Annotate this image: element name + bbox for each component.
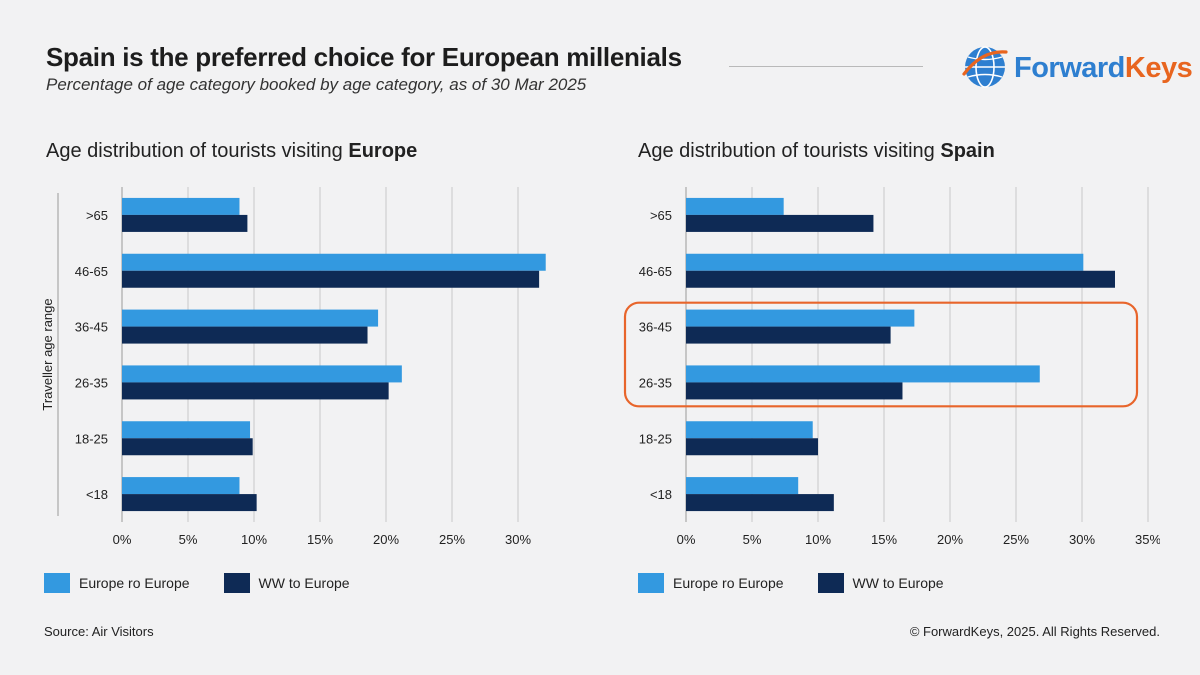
bar-europe-to-europe->65 [686,197,784,215]
x-tick-label: 5% [743,532,762,547]
bar-europe-to-europe-46-65 [686,253,1084,271]
x-tick-label: 15% [307,532,333,547]
bar-europe-to-europe-46-65 [122,253,546,271]
chart-canvas: 0% 5% 10% 15% 20% 25% 30% 35% >65 46-65 36-45 26-35… [623,187,1160,547]
spain-chart: Age distribution of tourists visiting Sp… [600,130,1160,610]
report-subtitle: Percentage of age category booked by age… [46,75,587,94]
x-tick-label: 15% [871,532,897,547]
x-tick-label: 20% [937,532,963,547]
bar-ww-to-europe->65 [686,214,874,232]
y-category-label: 18-25 [639,431,672,446]
bar-europe-to-europe-<18 [122,477,240,495]
y-axis-title: Traveller age range [40,298,55,410]
x-tick-label: 30% [1069,532,1095,547]
y-category-label: 18-25 [75,431,108,446]
bar-ww-to-europe-26-35 [686,382,903,400]
legend-swatch [817,573,844,593]
report-title: Spain is the preferred choice for Europe… [46,42,682,72]
bar-europe-to-europe-18-25 [686,421,813,439]
highlight-box [623,301,1139,408]
chart-title-prefix: Age distribution of tourists visiting [638,140,941,162]
bar-europe-to-europe->65 [122,197,240,215]
y-category-label: 26-35 [75,375,108,390]
y-category-label: 46-65 [639,264,672,279]
bar-ww-to-europe-18-25 [122,438,253,456]
y-category-label: <18 [86,487,108,502]
bar-ww-to-europe-46-65 [686,270,1115,288]
bar-europe-to-europe-26-35 [686,365,1040,383]
x-tick-label: 10% [241,532,267,547]
bar-ww-to-europe-36-45 [122,326,368,344]
legend-label: Europe ro Europe [79,575,190,591]
legend-item-ww-to-europe: WW to Europe [817,573,944,593]
legend-swatch [223,573,250,593]
x-tick-label: 5% [179,532,198,547]
logo-text-primary: Forward [1014,52,1125,84]
y-category-label: 36-45 [639,320,672,335]
source-note: Source: Air Visitors [44,624,154,639]
y-category-label: 46-65 [75,264,108,279]
chart-title-bold: Spain [940,140,995,162]
bar-ww-to-europe-26-35 [122,382,389,400]
x-tick-label: 0% [113,532,132,547]
y-category-label: >65 [650,208,672,223]
x-tick-label: 0% [677,532,696,547]
x-tick-label: 10% [805,532,831,547]
logo-wordmark: ForwardKeys [1014,52,1193,85]
forwardkeys-logo: ForwardKeys [962,44,1193,90]
legend-label: WW to Europe [258,575,350,591]
legend-swatch [44,573,70,593]
legend-item-europe-to-europe: Europe ro Europe [44,573,190,593]
bar-ww-to-europe-18-25 [686,438,818,456]
copyright-note: © ForwardKeys, 2025. All Rights Reserved… [909,624,1160,639]
bar-europe-to-europe-36-45 [686,309,915,327]
legend-label: WW to Europe [852,575,944,591]
x-tick-label: 25% [1003,532,1029,547]
header-divider [729,66,923,67]
bar-ww-to-europe->65 [122,214,248,232]
y-category-label: 36-45 [75,320,108,335]
bar-europe-to-europe-26-35 [122,365,402,383]
legend-swatch [638,573,664,593]
bar-ww-to-europe-<18 [122,494,257,512]
bar-europe-to-europe-<18 [686,477,799,495]
chart-legend: Europe ro Europe WW to Europe [638,572,978,594]
x-tick-label: 30% [505,532,531,547]
x-tick-label: 25% [439,532,465,547]
bar-europe-to-europe-18-25 [122,421,251,439]
legend-item-europe-to-europe: Europe ro Europe [638,573,784,593]
x-tick-label: 35% [1135,532,1160,547]
y-category-label: >65 [86,208,108,223]
legend-item-ww-to-europe: WW to Europe [223,573,350,593]
bar-ww-to-europe-46-65 [122,270,540,288]
chart-canvas: 0%5%10%15%20%25%30%35%>6546-6536-4526-35… [40,187,546,547]
bar-ww-to-europe-36-45 [686,326,891,344]
globe-icon [962,46,1008,88]
bar-ww-to-europe-<18 [686,494,834,512]
chart-title: Age distribution of tourists visiting Sp… [638,140,995,163]
bar-europe-to-europe-36-45 [122,309,379,327]
chart-title-bold: Europe [348,140,418,162]
chart-title: Age distribution of tourists visiting Eu… [46,140,417,163]
y-category-label: <18 [650,487,672,502]
logo-text-accent: Keys [1124,52,1193,84]
y-category-label: 26-35 [639,375,672,390]
europe-chart: Age distribution of tourists visiting Eu… [0,130,560,610]
x-tick-label: 20% [373,532,399,547]
chart-title-prefix: Age distribution of tourists visiting [46,140,349,162]
chart-legend: Europe ro Europe WW to Europe [44,572,384,594]
legend-label: Europe ro Europe [673,575,784,591]
